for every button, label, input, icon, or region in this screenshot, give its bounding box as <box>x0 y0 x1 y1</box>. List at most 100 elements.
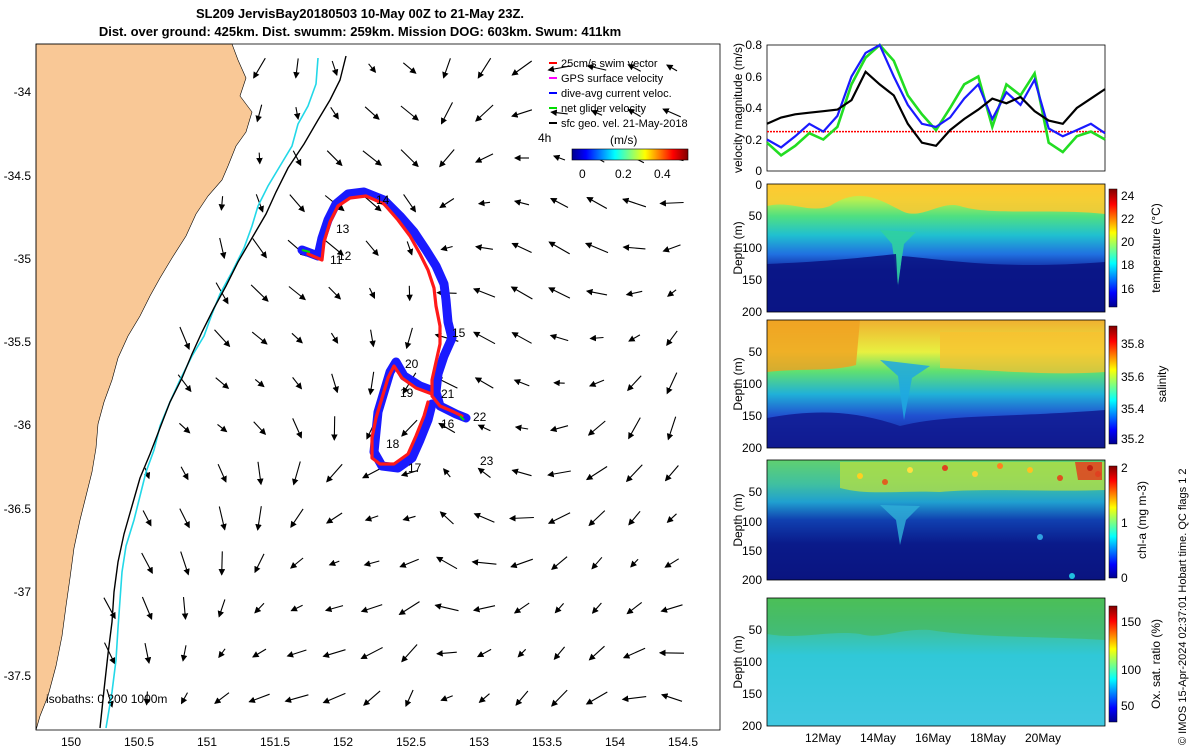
geo-velocity-arrow <box>627 375 642 392</box>
geo-velocity-arrow <box>180 692 188 705</box>
geo-velocity-arrow <box>400 105 419 121</box>
geo-velocity-arrow <box>330 106 339 120</box>
geo-velocity-arrow <box>253 421 267 436</box>
geo-velocity-arrow <box>477 57 492 79</box>
geo-velocity-arrow <box>325 240 344 256</box>
map-xtick: 150.5 <box>124 735 154 749</box>
geo-velocity-arrow <box>330 332 339 344</box>
map-xtick: 151 <box>197 735 217 749</box>
map-xtick: 152.5 <box>396 735 426 749</box>
geo-velocity-arrow <box>180 551 190 576</box>
geo-velocity-arrow <box>586 196 608 209</box>
geo-velocity-arrow <box>436 650 457 657</box>
geo-velocity-arrow <box>255 506 262 531</box>
geo-velocity-arrow <box>364 515 379 522</box>
map-xtick: 154 <box>605 735 625 749</box>
geo-velocity-arrow <box>217 463 227 483</box>
chl-cbar-tick: 1 <box>1121 516 1128 530</box>
geo-velocity-arrow <box>365 240 379 257</box>
geo-velocity-arrow <box>666 330 678 346</box>
geo-velocity-arrow <box>625 290 643 297</box>
chla-spot <box>1027 467 1033 473</box>
geo-velocity-arrow <box>659 199 684 207</box>
isobaths-label: isobaths: 0 200 1000m <box>46 692 167 706</box>
geo-velocity-arrow <box>585 466 608 481</box>
velocity-series-black <box>766 70 1106 148</box>
map-xtick: 153 <box>469 735 489 749</box>
geo-velocity-arrow <box>590 109 603 116</box>
geo-velocity-arrow <box>666 416 677 441</box>
sal-ytick: 200 <box>742 441 762 455</box>
colorbar-tick-0: 0 <box>579 167 586 181</box>
geo-velocity-arrow <box>328 286 342 300</box>
geo-velocity-arrow <box>292 150 302 167</box>
geo-velocity-arrow <box>218 551 226 576</box>
geo-velocity-arrow <box>252 238 267 259</box>
time-xtick: 20May <box>1025 731 1061 745</box>
chla-spot <box>1057 475 1063 481</box>
geo-velocity-arrow <box>630 558 639 568</box>
sal-ytick: 150 <box>742 409 762 423</box>
geo-velocity-arrow <box>326 463 343 483</box>
chla-spot <box>972 471 978 477</box>
temp-cbar-tick: 16 <box>1121 282 1135 296</box>
geo-velocity-arrow <box>286 649 307 658</box>
waypoint-16: 16 <box>441 417 455 431</box>
chla-spot <box>1037 534 1043 540</box>
vel-ytick: 0.4 <box>745 101 762 115</box>
geo-velocity-arrow <box>144 642 152 664</box>
temp-cbar-tick: 18 <box>1121 258 1135 272</box>
geo-velocity-arrow <box>248 693 270 703</box>
sal-cbar-tick: 35.8 <box>1121 337 1145 351</box>
geostrophic-velocity-arrows <box>103 57 685 708</box>
title-line-1: SL209 JervisBay20180503 10-May 00Z to 21… <box>195 6 525 21</box>
velocity-series-blue <box>766 43 1106 149</box>
chl-ytick: 200 <box>742 573 762 587</box>
geo-velocity-arrow <box>440 695 453 702</box>
geo-velocity-arrow <box>585 691 608 705</box>
geo-velocity-arrow <box>254 378 265 388</box>
geo-velocity-arrow <box>254 602 265 614</box>
geo-velocity-arrow <box>660 693 683 702</box>
chla-spot <box>997 463 1003 469</box>
geo-velocity-arrow <box>588 510 606 527</box>
geo-velocity-arrow <box>143 691 151 706</box>
geo-velocity-arrow <box>666 372 678 395</box>
geo-velocity-arrow <box>440 102 453 125</box>
map-ytick: -34 <box>14 85 32 99</box>
geo-velocity-arrow <box>253 57 266 79</box>
geo-velocity-arrow <box>628 510 641 526</box>
geo-velocity-arrow <box>477 467 491 479</box>
map-ytick: -37 <box>14 585 32 599</box>
geo-velocity-arrow <box>625 464 643 483</box>
geo-velocity-arrow <box>331 373 339 394</box>
geo-velocity-arrow <box>591 602 602 614</box>
temp-ytick: 150 <box>742 273 762 287</box>
geo-velocity-arrow <box>401 644 418 663</box>
geo-velocity-arrow <box>628 417 641 440</box>
chla-spot <box>907 467 913 473</box>
geo-velocity-arrow <box>549 425 569 433</box>
geo-velocity-arrow <box>322 692 346 704</box>
geo-velocity-arrow <box>438 422 456 434</box>
map-frame <box>35 43 721 731</box>
isobath-1000m <box>99 55 347 729</box>
map-xtick: 153.5 <box>532 735 562 749</box>
geo-velocity-arrow <box>292 418 303 439</box>
geo-velocity-arrow <box>400 470 418 477</box>
geo-velocity-arrow <box>215 377 230 390</box>
geo-velocity-arrow <box>439 198 455 209</box>
geo-velocity-arrow <box>662 244 681 253</box>
geo-velocity-arrow <box>254 553 265 574</box>
geo-velocity-arrow <box>517 648 527 658</box>
geo-velocity-arrow <box>362 467 382 479</box>
geo-velocity-arrow <box>252 648 267 658</box>
geo-velocity-arrow <box>179 422 191 434</box>
geo-velocity-arrow <box>219 237 227 260</box>
track-blue-current <box>297 187 471 473</box>
sal-ytick: 50 <box>749 345 763 359</box>
waypoint-14: 14 <box>376 193 390 207</box>
geo-velocity-arrow <box>256 461 264 486</box>
geo-velocity-arrow <box>511 468 532 477</box>
